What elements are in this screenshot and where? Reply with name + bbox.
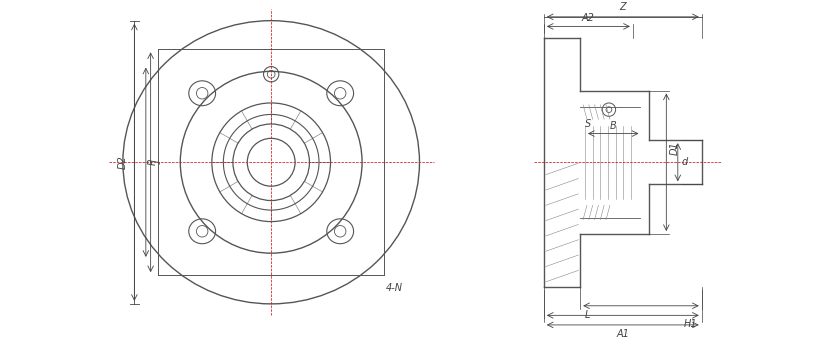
Text: P: P bbox=[148, 159, 157, 165]
Text: Z: Z bbox=[619, 2, 626, 12]
Text: d: d bbox=[681, 157, 688, 167]
Text: J: J bbox=[153, 161, 162, 164]
Text: A1: A1 bbox=[616, 329, 629, 338]
Text: S: S bbox=[585, 119, 592, 129]
Text: H1: H1 bbox=[683, 319, 697, 329]
Text: L: L bbox=[585, 310, 591, 320]
Text: 4-N: 4-N bbox=[386, 283, 403, 293]
Text: B: B bbox=[610, 121, 617, 131]
Text: A2: A2 bbox=[582, 13, 595, 23]
Text: D1: D1 bbox=[670, 141, 681, 155]
Text: D2: D2 bbox=[118, 155, 127, 169]
